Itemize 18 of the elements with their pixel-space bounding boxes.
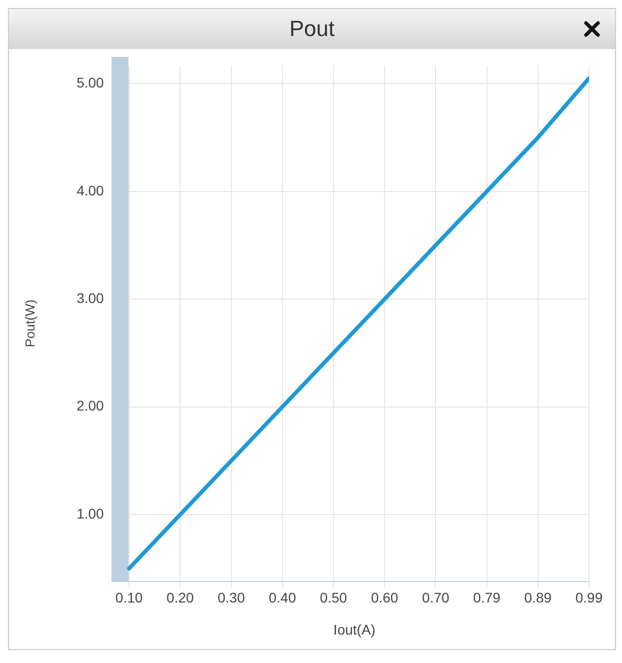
x-tick-label: 0.99 (575, 590, 603, 606)
y-axis-title: Pout(W) (22, 300, 38, 348)
y-tick-label: 1.00 (76, 505, 104, 522)
x-tick-label: 0.30 (218, 590, 246, 606)
x-axis-title: Iout(A) (333, 621, 376, 638)
y-tick-label: 5.00 (76, 74, 104, 91)
x-tick-label: 0.40 (268, 590, 296, 606)
y-tick-label: 2.00 (76, 398, 104, 414)
x-tick-label: 0.89 (524, 590, 552, 606)
x-tick-label: 0.79 (473, 590, 501, 606)
y-tick-label: 4.00 (76, 182, 104, 198)
y-tick-label: 3.00 (76, 290, 104, 306)
x-tick-label: 0.10 (115, 590, 143, 606)
x-tick-label: 0.50 (320, 590, 348, 606)
x-tick-label: 0.60 (370, 590, 398, 606)
x-tick-label: 0.70 (422, 590, 450, 606)
chart-title: Pout (289, 16, 335, 41)
x-tick-label: 0.20 (166, 590, 194, 606)
